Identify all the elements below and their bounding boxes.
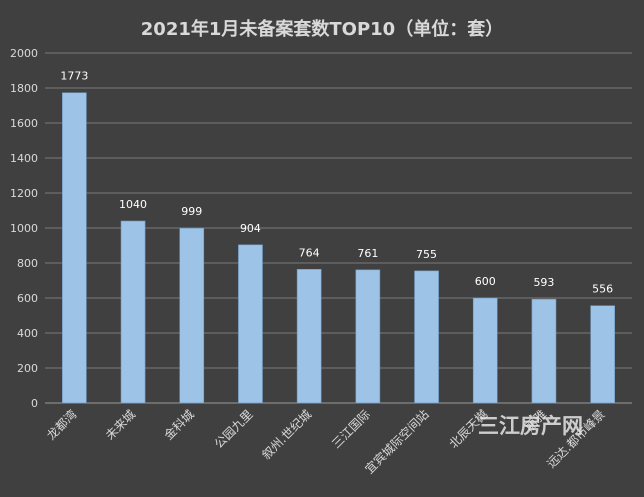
data-labels: 1773 1040 999 904 764 761 755 600 593 556 xyxy=(60,70,613,296)
data-label: 556 xyxy=(592,283,613,296)
y-axis-ticks: 0 200 400 600 800 1000 1200 1400 1600 1800 2000 xyxy=(10,47,38,410)
data-label: 999 xyxy=(181,205,202,218)
data-label: 1040 xyxy=(119,198,147,211)
y-tick-label: 0 xyxy=(31,397,38,410)
y-tick-label: 200 xyxy=(17,362,38,375)
data-label: 761 xyxy=(357,247,378,260)
y-tick-label: 1000 xyxy=(10,222,38,235)
y-tick-label: 400 xyxy=(17,327,38,340)
y-tick-label: 2000 xyxy=(10,47,38,60)
bar xyxy=(531,298,557,404)
data-label: 593 xyxy=(533,276,554,289)
bar xyxy=(238,244,263,404)
x-tick-label: 公园九里 xyxy=(212,407,256,451)
bar xyxy=(296,268,322,404)
bars xyxy=(62,92,615,404)
x-tick-label: 未来城 xyxy=(103,407,138,442)
x-tick-label: 金科城 xyxy=(161,407,197,443)
bar xyxy=(355,269,381,404)
y-tick-label: 1200 xyxy=(10,187,38,200)
bar xyxy=(414,270,439,404)
data-label: 755 xyxy=(416,248,437,261)
x-tick-label: 龙都湾 xyxy=(43,407,79,443)
data-label: 764 xyxy=(299,246,320,259)
bar xyxy=(472,297,498,404)
bar xyxy=(590,305,615,404)
bar xyxy=(179,227,205,404)
data-label: 600 xyxy=(475,275,496,288)
bar xyxy=(62,92,87,404)
y-tick-label: 600 xyxy=(17,292,38,305)
data-label: 904 xyxy=(240,222,261,235)
x-tick-label: 叙州.世纪城 xyxy=(259,407,314,462)
watermark: 三江房产网 xyxy=(478,414,583,438)
chart-title: 2021年1月未备案套数TOP10（单位：套） xyxy=(141,18,503,40)
y-tick-label: 800 xyxy=(17,257,38,270)
bar xyxy=(120,220,146,404)
y-tick-label: 1800 xyxy=(10,82,38,95)
y-tick-label: 1400 xyxy=(10,152,38,165)
y-tick-label: 1600 xyxy=(10,117,38,130)
data-label: 1773 xyxy=(60,70,88,83)
x-tick-label: 三江国际 xyxy=(329,407,373,451)
